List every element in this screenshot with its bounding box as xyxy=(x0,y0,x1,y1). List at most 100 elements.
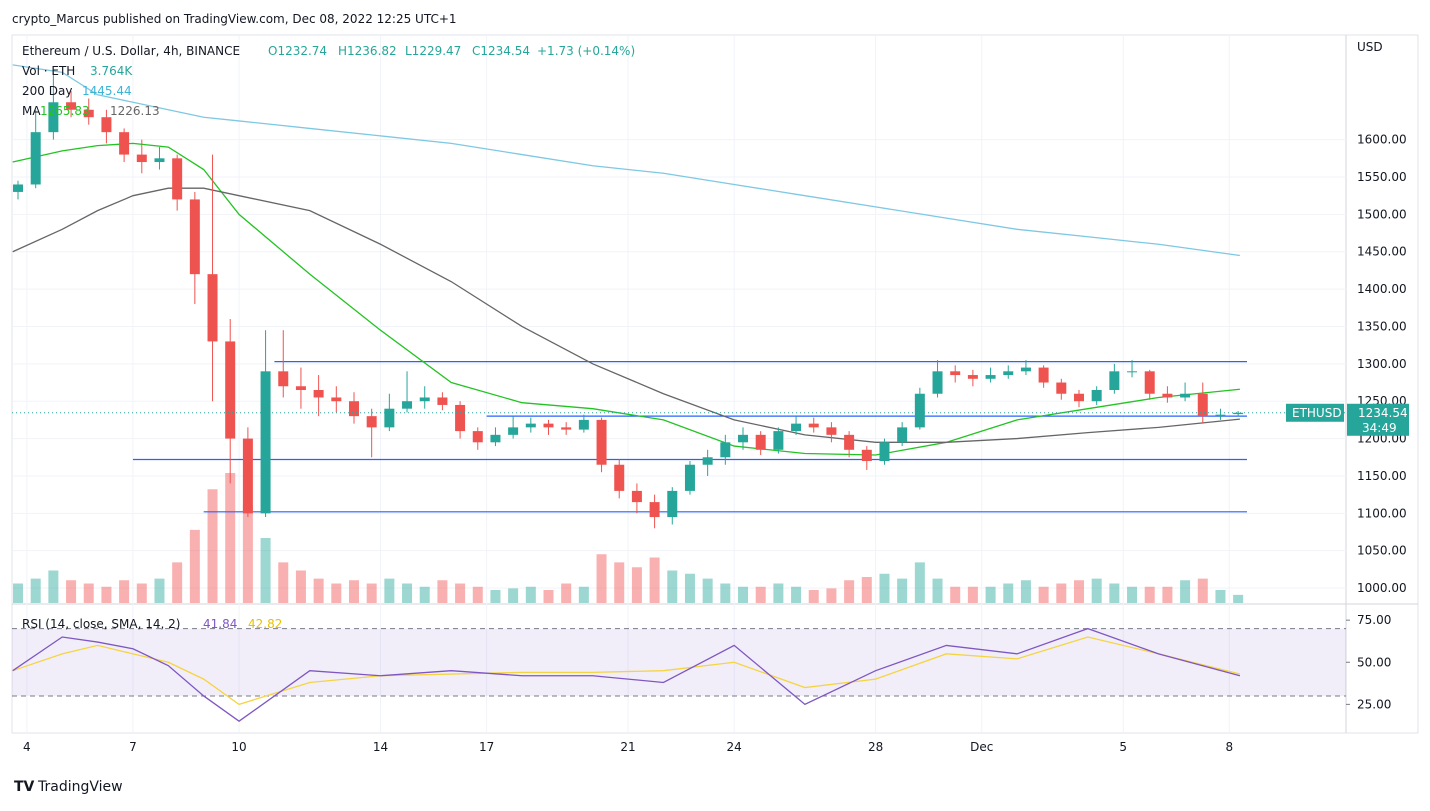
volume-bar xyxy=(472,586,483,603)
volume-bar xyxy=(578,586,589,603)
volume-bar xyxy=(348,580,359,603)
candle-body xyxy=(225,341,236,439)
volume-bar xyxy=(419,586,430,603)
candle-body xyxy=(172,158,183,200)
rsi-band xyxy=(12,628,1346,696)
volume-bar xyxy=(313,578,324,603)
price-tag xyxy=(1347,403,1409,436)
x-tick-label: 5 xyxy=(1119,740,1127,754)
volume-bar xyxy=(543,590,554,603)
x-tick-label: 28 xyxy=(868,740,883,754)
volume-bar xyxy=(791,586,802,603)
candle-body xyxy=(596,419,607,465)
volume-bar xyxy=(1215,590,1226,603)
volume-bar xyxy=(1056,583,1067,603)
volume-bar xyxy=(30,578,41,603)
candle-body xyxy=(419,397,430,402)
candle-body xyxy=(119,132,130,155)
candle-body xyxy=(13,184,24,192)
volume-bar xyxy=(455,583,466,603)
volume-bar xyxy=(207,489,218,603)
moving-average xyxy=(12,64,1240,257)
candle-body xyxy=(667,490,678,518)
candle-body xyxy=(101,117,112,133)
x-tick-label: 21 xyxy=(620,740,635,754)
legend-text: H1236.82 xyxy=(338,44,397,58)
candle-body xyxy=(614,464,625,491)
candle-body xyxy=(508,427,519,435)
candle-body xyxy=(260,371,271,514)
y-tick-label: 1350.00 xyxy=(1357,319,1407,333)
candle-body xyxy=(1003,371,1014,376)
candle-body xyxy=(1162,393,1173,398)
y-tick-label: 1450.00 xyxy=(1357,245,1407,259)
volume-bar xyxy=(1144,586,1155,603)
candle-body xyxy=(1020,367,1031,372)
candle-body xyxy=(1073,393,1084,402)
y-tick-label: 1050.00 xyxy=(1357,544,1407,558)
candle-body xyxy=(684,464,695,491)
rsi-line xyxy=(12,627,1241,723)
x-tick-label: 4 xyxy=(23,740,31,754)
volume-bar xyxy=(189,529,200,603)
logo: TV xyxy=(14,779,35,795)
candle-body xyxy=(490,434,501,443)
volume-bar xyxy=(402,583,413,603)
header: crypto_Marcus published on TradingView.c… xyxy=(12,12,457,26)
volume-bar xyxy=(1038,586,1049,603)
candle-body xyxy=(455,404,466,432)
candle-body xyxy=(1056,382,1067,394)
volume-bar xyxy=(773,583,784,603)
candle-body xyxy=(932,371,943,394)
candle-body xyxy=(773,431,784,450)
rsi-legend-value: 42.82 xyxy=(248,617,282,631)
candle-body xyxy=(808,423,819,428)
volume-bar xyxy=(596,554,607,603)
candle-body xyxy=(366,416,377,428)
volume-bar xyxy=(1109,583,1120,603)
legend-text: +1.73 (+0.14%) xyxy=(537,44,635,58)
volume-bar xyxy=(1162,586,1173,603)
volume-bar xyxy=(384,578,395,603)
legend-text: C1234.54 xyxy=(472,44,530,58)
candle-body xyxy=(189,199,200,275)
legend-text: 1226.13 xyxy=(110,104,160,118)
volume-bar xyxy=(897,578,908,603)
rsi-legend-value: 41.84 xyxy=(203,617,237,631)
legend-text: L1229.47 xyxy=(405,44,461,58)
candle-body xyxy=(561,427,572,430)
candle-body xyxy=(83,109,94,118)
volume-bar xyxy=(490,590,501,603)
volume-bar xyxy=(861,577,872,603)
price-tag-text: 1234.54 xyxy=(1358,406,1408,420)
candle-body xyxy=(1215,414,1226,417)
volume-bar xyxy=(631,567,642,603)
candle-body xyxy=(755,434,766,450)
candle-body xyxy=(437,397,448,405)
volume-bar xyxy=(225,473,236,603)
candle-body xyxy=(1109,371,1120,390)
volume-bar xyxy=(66,580,77,603)
y-tick-label: 1500.00 xyxy=(1357,207,1407,221)
x-tick-label: 24 xyxy=(727,740,742,754)
candle-body xyxy=(844,434,855,450)
candle-body xyxy=(1091,390,1102,402)
candle-body xyxy=(525,423,536,428)
volume-bar xyxy=(614,562,625,603)
y-tick-label: 1300.00 xyxy=(1357,357,1407,371)
moving-average xyxy=(12,187,1240,443)
y-tick-label: 1000.00 xyxy=(1357,581,1407,595)
symbol-tag-text: ETHUSD xyxy=(1292,406,1342,420)
candle-body xyxy=(402,401,413,409)
candle-body xyxy=(791,423,802,432)
volume-bar xyxy=(667,570,678,603)
volume-bar xyxy=(702,578,713,603)
legend-text: Ethereum / U.S. Dollar, 4h, BINANCE xyxy=(22,44,240,58)
volume-bar xyxy=(914,562,925,603)
candle-body xyxy=(826,427,837,435)
legend-text: 3.764K xyxy=(90,64,133,78)
x-tick-label: 7 xyxy=(129,740,137,754)
volume-bar xyxy=(1003,583,1014,603)
candle-body xyxy=(207,274,218,342)
candle-body xyxy=(967,375,978,379)
